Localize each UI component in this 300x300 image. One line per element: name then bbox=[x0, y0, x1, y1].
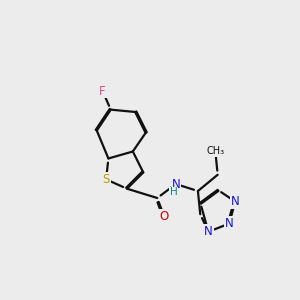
Text: N: N bbox=[231, 195, 239, 208]
Text: N: N bbox=[225, 217, 234, 230]
Text: N: N bbox=[172, 178, 180, 190]
Text: H: H bbox=[169, 187, 177, 197]
Text: O: O bbox=[160, 210, 169, 223]
Text: S: S bbox=[102, 173, 110, 186]
Text: F: F bbox=[99, 85, 106, 98]
Text: N: N bbox=[204, 225, 213, 238]
Text: N: N bbox=[172, 178, 180, 190]
Text: CH₃: CH₃ bbox=[206, 146, 224, 157]
